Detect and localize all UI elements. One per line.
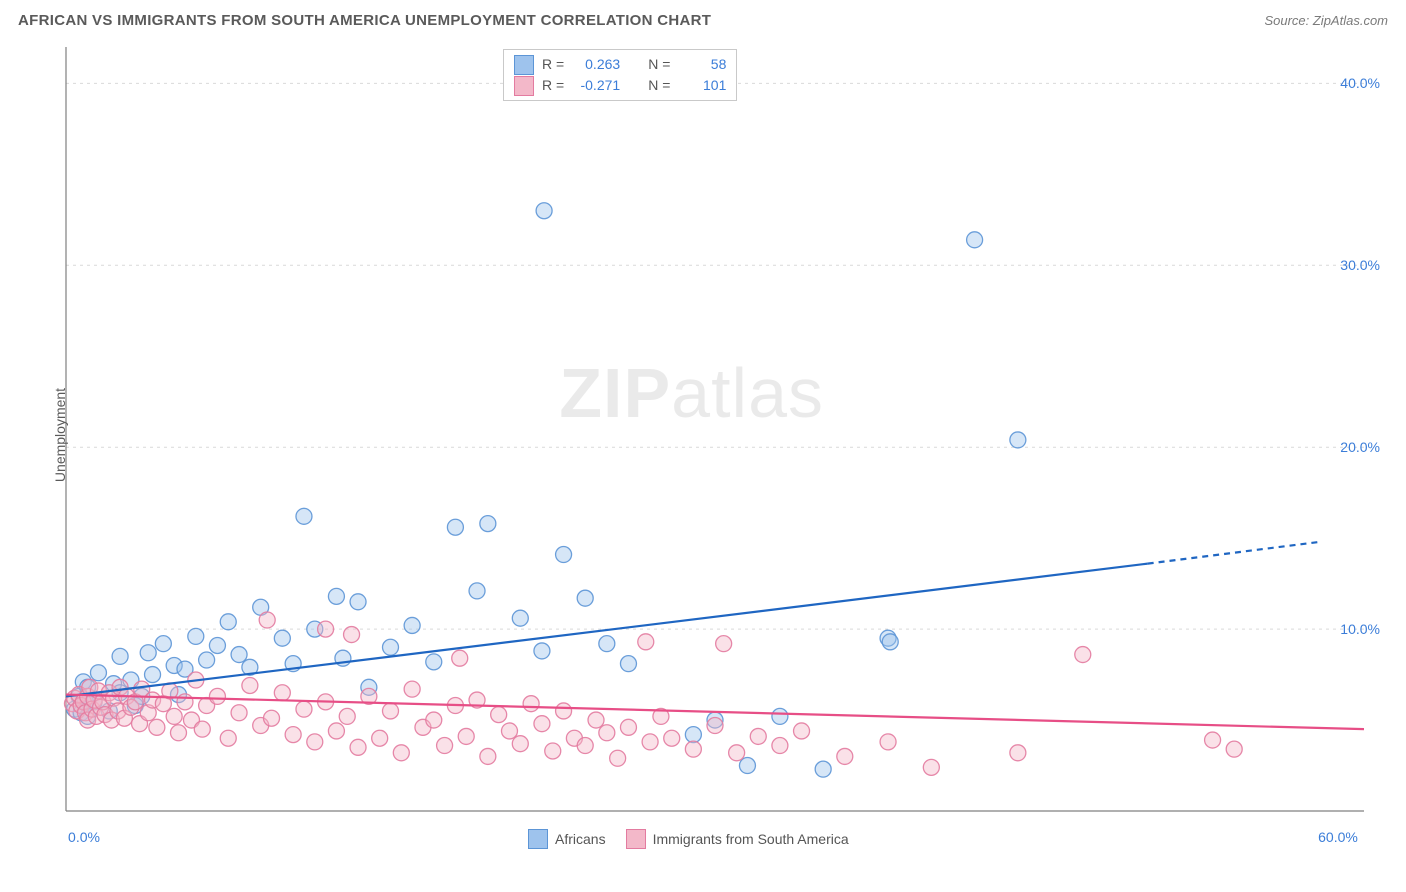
x-tick-label: 60.0% xyxy=(1318,829,1358,845)
series-swatch xyxy=(514,76,534,96)
legend-item: Immigrants from South America xyxy=(626,829,849,849)
bottom-legend: Africans Immigrants from South America xyxy=(528,829,849,849)
series-swatch xyxy=(626,829,646,849)
legend-item: Africans xyxy=(528,829,606,849)
y-axis-label: Unemployment xyxy=(52,388,68,482)
scatter-chart xyxy=(48,35,1378,825)
stats-row: R =-0.271N =101 xyxy=(514,75,726,96)
y-tick-label: 40.0% xyxy=(1340,75,1384,91)
series-swatch xyxy=(514,55,534,75)
y-tick-label: 10.0% xyxy=(1340,621,1384,637)
legend-label: Immigrants from South America xyxy=(653,831,849,847)
y-tick-label: 20.0% xyxy=(1340,439,1384,455)
legend-label: Africans xyxy=(555,831,606,847)
series-swatch xyxy=(528,829,548,849)
stats-row: R =0.263N =58 xyxy=(514,54,726,75)
stats-legend-box: R =0.263N =58R =-0.271N =101 xyxy=(503,49,737,101)
source-label: Source: ZipAtlas.com xyxy=(1264,13,1388,28)
chart-title: AFRICAN VS IMMIGRANTS FROM SOUTH AMERICA… xyxy=(18,12,711,29)
y-tick-label: 30.0% xyxy=(1340,257,1384,273)
x-tick-label: 0.0% xyxy=(68,829,100,845)
header: AFRICAN VS IMMIGRANTS FROM SOUTH AMERICA… xyxy=(0,0,1406,35)
chart-container: Unemployment 10.0%20.0%30.0%40.0% 0.0%60… xyxy=(48,35,1396,830)
